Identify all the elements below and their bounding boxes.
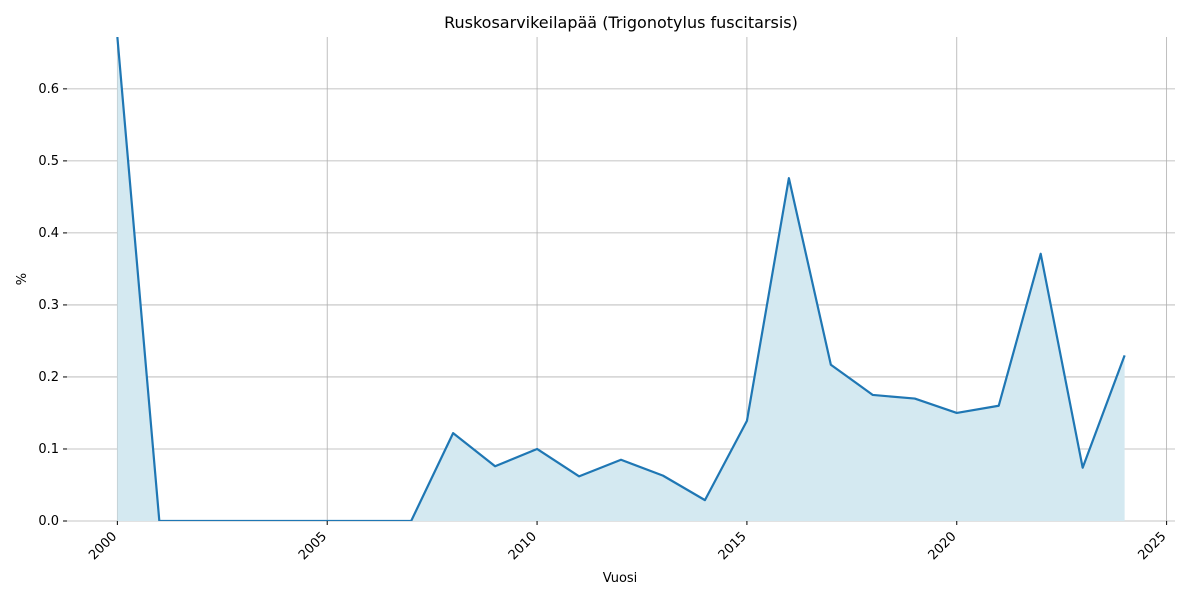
y-tick-label: 0.4: [38, 226, 59, 241]
y-axis-label: %: [15, 273, 30, 285]
y-tick-label: 0.1: [38, 442, 59, 457]
y-tick-label: 0.6: [38, 82, 59, 97]
x-tick-label: 2000: [86, 529, 120, 563]
y-tick-label: 0.3: [38, 298, 59, 313]
x-tick-label: 2025: [1135, 529, 1169, 563]
y-tick-label: 0.0: [38, 514, 59, 529]
line: [116, 37, 1126, 521]
x-tick-label: 2015: [716, 529, 750, 563]
y-tick-label: 0.5: [38, 154, 59, 169]
area-fill: [117, 37, 1125, 521]
x-tick-label: 2010: [506, 529, 540, 563]
y-tick-label: 0.2: [38, 370, 59, 385]
chart-title: Ruskosarvikeilapää (Trigonotylus fuscita…: [444, 13, 798, 32]
x-axis-label: Vuosi: [603, 571, 638, 586]
x-tick-label: 2020: [926, 529, 960, 563]
x-tick-label: 2005: [296, 529, 330, 563]
